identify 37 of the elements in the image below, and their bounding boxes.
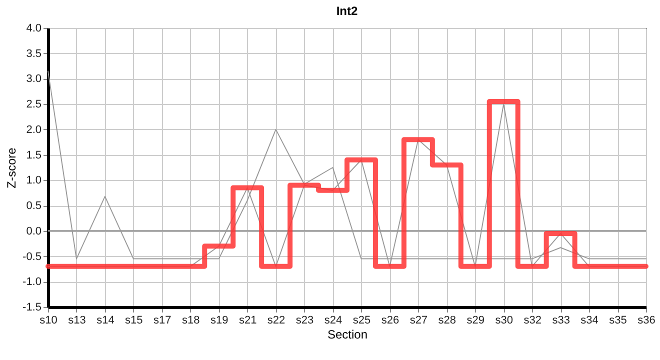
x-tick-label: s29 — [466, 314, 485, 326]
x-tick-label: s27 — [410, 314, 428, 326]
y-tick-label: -1.0 — [22, 276, 42, 288]
y-tick-label: 0.5 — [26, 200, 42, 212]
x-tick-label: s14 — [96, 314, 114, 326]
y-tick-label: 3.0 — [26, 73, 42, 86]
x-tick-label: s24 — [324, 314, 342, 326]
x-tick-label: s17 — [154, 314, 172, 326]
x-tick-label: s23 — [296, 314, 314, 326]
x-axis-title: Section — [327, 328, 368, 342]
x-tick-label: s32 — [524, 314, 542, 326]
x-tick-label: s15 — [125, 314, 143, 326]
x-tick-label: s28 — [438, 314, 456, 326]
x-tick-label: s19 — [210, 314, 228, 326]
y-tick-label: 1.0 — [26, 174, 42, 187]
y-tick-label: -1.5 — [22, 302, 42, 314]
x-tick-label: s30 — [495, 314, 513, 326]
x-tick-label: s21 — [238, 314, 257, 326]
x-tick-label: s34 — [580, 314, 598, 326]
y-tick-label: 0.0 — [26, 225, 42, 238]
y-tick-label: 4.0 — [26, 22, 42, 34]
y-tick-label: -0.5 — [22, 250, 42, 263]
x-tick-label: s18 — [182, 314, 200, 326]
x-tick-label: s33 — [552, 314, 570, 326]
x-tick-label: s22 — [267, 314, 286, 326]
x-tick-label: s10 — [40, 314, 58, 326]
y-axis-title: Z-score — [4, 147, 19, 188]
chart-title: Int2 — [336, 4, 358, 18]
x-tick-label: s25 — [352, 314, 371, 326]
y-tick-label: 2.5 — [26, 98, 42, 111]
x-tick-label: s13 — [68, 314, 86, 326]
x-tick-label: s36 — [638, 314, 656, 326]
y-tick-label: 1.5 — [26, 149, 42, 162]
y-tick-label: 2.0 — [26, 124, 42, 136]
x-tick-label: s26 — [381, 314, 400, 326]
x-tick-label: s35 — [609, 314, 627, 326]
y-tick-label: 3.5 — [26, 48, 42, 60]
